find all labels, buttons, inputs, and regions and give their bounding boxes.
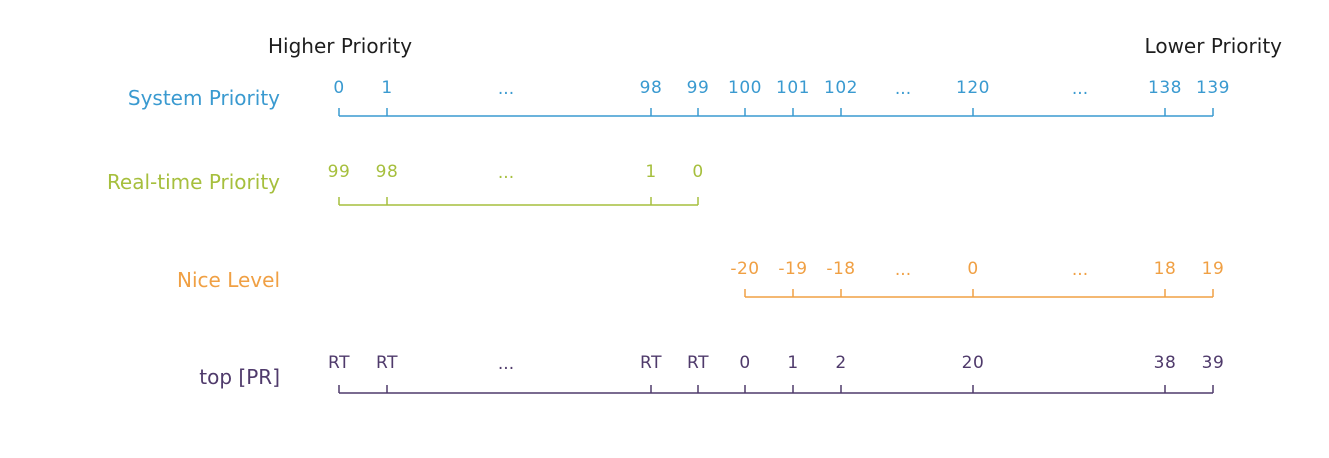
system-tick-label: 0 <box>333 78 345 98</box>
system-priority-label: System Priority <box>127 86 280 110</box>
nice-tick-label: 18 <box>1153 259 1177 279</box>
top-tick-label: 2 <box>835 353 847 373</box>
system-ellipsis: ... <box>1071 79 1089 99</box>
nice-tick-label: 0 <box>967 259 979 279</box>
top-tick-label: 0 <box>739 353 751 373</box>
system-tick-label: 99 <box>686 78 710 98</box>
top-tick-label: 1 <box>787 353 799 373</box>
top-pr-label: top [PR] <box>199 365 280 389</box>
system-ellipsis: ... <box>497 79 515 99</box>
system-tick-label: 98 <box>639 78 663 98</box>
nice-level-label: Nice Level <box>177 268 280 292</box>
top-tick-label: RT <box>376 353 398 373</box>
top-tick-label: 38 <box>1153 353 1177 373</box>
top-ellipsis: ... <box>497 354 515 374</box>
nice-tick-label: -18 <box>826 259 856 279</box>
realtime-ellipsis: ... <box>497 163 515 183</box>
top-tick-label: RT <box>328 353 350 373</box>
lower-priority-label: Lower Priority <box>1144 34 1282 58</box>
realtime-priority-label: Real-time Priority <box>106 170 280 194</box>
top-tick-label: RT <box>640 353 662 373</box>
system-tick-label: 100 <box>728 78 762 98</box>
nice-ellipsis: ... <box>1071 260 1089 280</box>
nice-tick-label: -20 <box>730 259 760 279</box>
top-tick-label: 39 <box>1201 353 1225 373</box>
system-tick-label: 1 <box>381 78 393 98</box>
realtime-tick-label: 1 <box>645 162 657 182</box>
system-tick-label: 102 <box>824 78 858 98</box>
nice-tick-label: 19 <box>1201 259 1225 279</box>
realtime-tick-label: 0 <box>692 162 704 182</box>
system-tick-label: 138 <box>1148 78 1182 98</box>
system-tick-label: 101 <box>776 78 810 98</box>
nice-tick-label: -19 <box>778 259 808 279</box>
higher-priority-label: Higher Priority <box>268 34 413 58</box>
realtime-tick-label: 98 <box>375 162 399 182</box>
top-tick-label: RT <box>687 353 709 373</box>
top-tick-label: 20 <box>961 353 985 373</box>
system-tick-label: 139 <box>1196 78 1230 98</box>
system-tick-label: 120 <box>956 78 990 98</box>
realtime-tick-label: 99 <box>327 162 351 182</box>
system-ellipsis: ... <box>894 79 912 99</box>
nice-ellipsis: ... <box>894 260 912 280</box>
